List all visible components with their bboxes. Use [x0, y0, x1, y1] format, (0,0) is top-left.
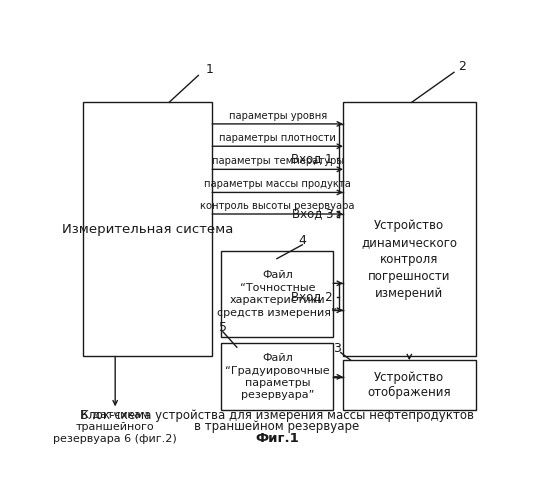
- Bar: [221, 251, 333, 337]
- Bar: [221, 344, 333, 410]
- Text: 2: 2: [458, 60, 466, 72]
- Text: параметры температуры: параметры температуры: [212, 156, 344, 166]
- Text: параметры уровня: параметры уровня: [228, 111, 327, 121]
- Text: Блок-схема устройства для измерения массы нефтепродуктов: Блок-схема устройства для измерения масс…: [80, 409, 474, 422]
- Text: Файл
“Градуировочные
параметры
резервуара”: Файл “Градуировочные параметры резервуар…: [225, 354, 329, 401]
- Text: 1: 1: [206, 62, 214, 76]
- Text: 3: 3: [333, 342, 341, 355]
- Text: 5: 5: [219, 322, 227, 334]
- Bar: [343, 102, 476, 356]
- Text: контроль высоты резервуара: контроль высоты резервуара: [200, 201, 355, 211]
- Text: К датчикам
траншейного
резервуара 6 (фиг.2): К датчикам траншейного резервуара 6 (фиг…: [54, 410, 177, 444]
- Text: параметры плотности: параметры плотности: [219, 133, 336, 143]
- Text: Файл
“Точностные
характеристики
средств измерения”: Файл “Точностные характеристики средств …: [217, 270, 337, 318]
- Text: 4: 4: [298, 234, 306, 248]
- Text: Устройство
отображения: Устройство отображения: [367, 372, 451, 400]
- Bar: [83, 102, 212, 356]
- Text: параметры массы продукта: параметры массы продукта: [204, 180, 351, 190]
- Text: Устройство
динамического
контроля
погрешности
измерений: Устройство динамического контроля погреш…: [361, 220, 457, 300]
- Bar: [343, 360, 476, 410]
- Text: Вход 3: Вход 3: [292, 208, 333, 220]
- Text: Вход 1: Вход 1: [292, 152, 333, 164]
- Text: Фиг.1: Фиг.1: [255, 432, 299, 446]
- Text: Вход 2: Вход 2: [292, 290, 333, 304]
- Text: Измерительная система: Измерительная система: [62, 223, 233, 236]
- Text: в траншейном резервуаре: в траншейном резервуаре: [194, 420, 360, 433]
